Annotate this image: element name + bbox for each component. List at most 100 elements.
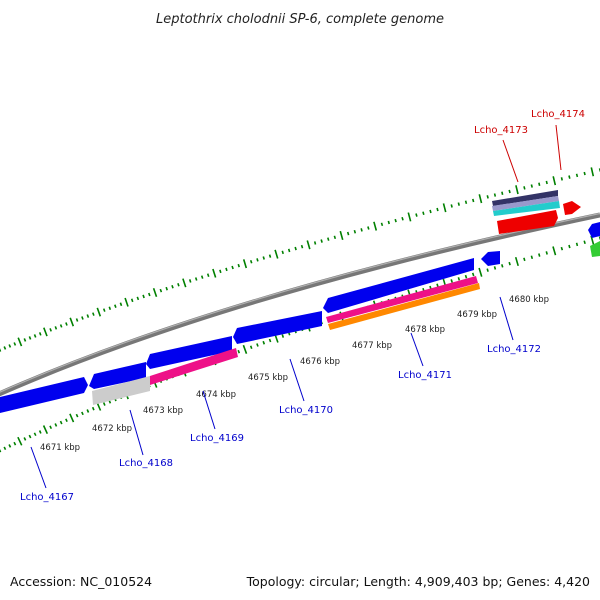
- scale-label-4674: 4674 kbp: [196, 390, 236, 400]
- feature-gray-lcho-4168[interactable]: [92, 376, 150, 405]
- outer-tick-61: [346, 231, 350, 236]
- gene-label-lcho-4170[interactable]: Lcho_4170: [279, 405, 333, 416]
- feature-navy-lcho-4173[interactable]: [492, 190, 558, 206]
- inner-tick-1: [0, 449, 2, 453]
- leader-lcho-4167: [30, 446, 47, 489]
- outer-tick-81: [486, 195, 489, 199]
- inner-tick-12: [54, 423, 58, 427]
- outer-tick-73: [429, 209, 432, 214]
- gene-label-lcho-4168[interactable]: Lcho_4168: [119, 458, 173, 469]
- outer-tick-13: [59, 324, 63, 328]
- feature-pink-lcho-4171[interactable]: [326, 276, 478, 323]
- outer-tick-27: [136, 296, 140, 301]
- outer-tick-59: [333, 235, 337, 240]
- outer-tick-40: [212, 268, 217, 278]
- inner-tick-95: [590, 235, 595, 245]
- outer-tick-11: [49, 328, 52, 332]
- genome-backbone: [0, 212, 600, 397]
- feature-cyan-lcho-4173[interactable]: [493, 201, 560, 216]
- inner-tick-74: [436, 283, 439, 288]
- gene-feature-lcho-4169[interactable]: [146, 336, 232, 369]
- inner-tick-9: [38, 430, 42, 434]
- outer-tick-90: [552, 176, 557, 186]
- outer-tick-14: [65, 322, 68, 326]
- inner-tick-5: [17, 436, 23, 446]
- outer-tick-53: [294, 246, 297, 251]
- outer-tick-37: [194, 277, 198, 281]
- inner-tick-44: [237, 349, 241, 354]
- inner-tick-51: [281, 334, 285, 338]
- outer-tick-64: [367, 226, 370, 230]
- outer-tick-9: [38, 332, 42, 336]
- outer-tick-57: [320, 239, 323, 243]
- inner-tick-19: [91, 406, 95, 411]
- outer-tick-63: [360, 228, 363, 232]
- outer-tick-91: [560, 177, 563, 181]
- outer-tick-1: [0, 348, 2, 352]
- scale-label-4672: 4672 kbp: [92, 424, 132, 434]
- outer-tick-42: [225, 267, 228, 272]
- gene-feature-lcho-4172[interactable]: [481, 251, 500, 266]
- feature-green-edge[interactable]: [590, 241, 600, 257]
- leader-lcho-4174: [555, 124, 562, 171]
- gene-feature-lcho-4173[interactable]: [497, 210, 558, 234]
- leader-lcho-4169: [202, 390, 216, 430]
- outer-tick-88: [538, 182, 541, 186]
- gene-feature-edge-minus[interactable]: [588, 222, 600, 238]
- feature-lavender-lcho-4173[interactable]: [492, 196, 559, 211]
- leader-lcho-4170: [289, 358, 305, 402]
- feature-orange-lcho-4171[interactable]: [328, 283, 480, 330]
- outer-tick-84: [508, 189, 511, 194]
- outer-tick-69: [401, 216, 404, 221]
- outer-tick-65: [373, 221, 378, 231]
- inner-tick-15: [69, 413, 75, 423]
- genome-backbone-highlight: [0, 212, 600, 393]
- gene-label-lcho-4173[interactable]: Lcho_4173: [474, 125, 528, 136]
- inner-tick-49: [268, 338, 272, 343]
- scale-label-4678: 4678 kbp: [405, 325, 445, 335]
- gene-label-lcho-4172[interactable]: Lcho_4172: [487, 344, 541, 355]
- outer-tick-18: [86, 314, 90, 318]
- gene-labels: Lcho_4167 Lcho_4168 Lcho_4169 Lcho_4170 …: [20, 109, 585, 503]
- outer-tick-35: [182, 278, 187, 288]
- inner-tick-77: [457, 277, 461, 281]
- leader-lcho-4172: [499, 296, 514, 341]
- gene-feature-lcho-4171[interactable]: [323, 258, 474, 313]
- outer-tick-26: [130, 298, 134, 303]
- inner-tick-81: [486, 268, 489, 272]
- outer-tick-45: [242, 259, 248, 269]
- gene-label-leaders: [30, 124, 562, 489]
- inner-tick-13: [59, 420, 63, 425]
- gene-feature-lcho-4168[interactable]: [89, 362, 146, 389]
- outer-tick-62: [353, 229, 357, 234]
- outer-tick-8: [33, 334, 37, 338]
- outer-tick-44: [237, 263, 240, 268]
- outer-tick-76: [450, 204, 453, 208]
- inner-tick-82: [493, 266, 497, 270]
- inner-tick-76: [450, 279, 453, 283]
- outer-tick-21: [102, 308, 106, 312]
- leader-lcho-4168: [129, 409, 144, 456]
- gene-feature-lcho-4167[interactable]: [0, 377, 88, 413]
- outer-tick-52: [287, 248, 291, 253]
- gene-label-lcho-4171[interactable]: Lcho_4171: [398, 370, 452, 381]
- inner-tick-14: [65, 418, 68, 423]
- inner-tick-92: [568, 244, 571, 249]
- feature-pink-lcho-4169[interactable]: [150, 348, 238, 385]
- gene-label-lcho-4169[interactable]: Lcho_4169: [190, 433, 244, 444]
- plus-strand-genes: [492, 190, 581, 234]
- gene-label-lcho-4174[interactable]: Lcho_4174: [531, 109, 585, 120]
- inner-tick-83: [501, 264, 504, 268]
- outer-tick-30: [152, 288, 158, 298]
- scale-label-4673: 4673 kbp: [143, 406, 183, 416]
- gene-feature-lcho-4174[interactable]: [563, 201, 581, 215]
- gene-label-lcho-4167[interactable]: Lcho_4167: [20, 492, 74, 503]
- outer-tick-82: [493, 193, 497, 197]
- gene-feature-lcho-4170[interactable]: [233, 311, 322, 344]
- outer-tick-39: [206, 273, 210, 277]
- inner-tick-6: [23, 437, 27, 441]
- outer-tick-29: [148, 292, 151, 297]
- outer-tick-75: [442, 203, 447, 213]
- outer-tick-74: [436, 207, 439, 212]
